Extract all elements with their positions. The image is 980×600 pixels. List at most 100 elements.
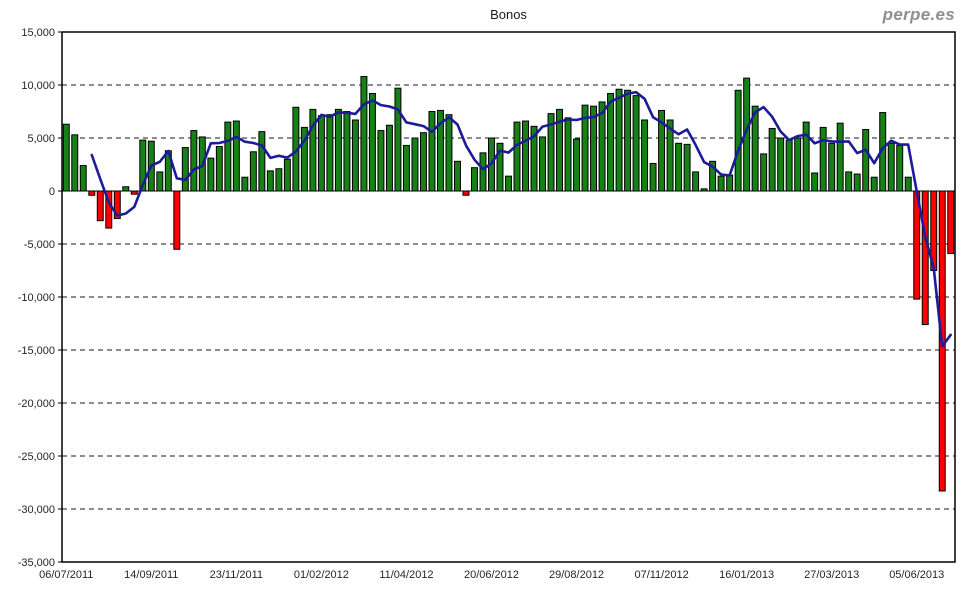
bar-positive [300,126,308,192]
bar-positive [368,92,376,192]
bar-positive [802,121,810,192]
bar-positive [224,121,232,192]
bar-positive [505,175,512,192]
bar-negative [130,190,138,195]
x-tick-label: 14/09/2011 [124,569,178,581]
y-tick-label: 15,000 [21,27,55,39]
bar-negative [947,190,955,255]
bar-positive [360,76,368,192]
bar-positive [590,105,598,192]
x-tick-label: 01/02/2012 [294,569,349,581]
bar-positive [522,120,529,192]
bar-positive [649,162,657,192]
bar-positive [436,109,444,192]
x-tick-label: 06/07/2011 [39,569,93,581]
bar-positive [343,111,351,192]
bar-negative [113,190,121,220]
bar-positive [547,113,555,192]
bar-positive [573,138,581,192]
bar-positive [904,176,912,192]
bar-positive [539,136,546,192]
bar-positive [777,137,785,192]
bar-positive [232,120,240,192]
bar-negative [462,190,470,196]
y-tick-label: 10,000 [21,80,55,92]
bar-positive [453,160,461,192]
y-tick-label: -20,000 [18,398,55,410]
y-tick-label: -10,000 [18,292,55,304]
bar-negative [96,190,104,222]
bar-positive [530,125,538,192]
bar-positive [598,101,606,192]
moving-average-line [90,90,953,348]
plot-border [61,31,956,563]
y-tick-label: -30,000 [18,504,55,516]
bar-positive [445,114,453,192]
bar-positive [181,147,189,192]
bar-positive [419,132,427,192]
bar-positive [79,165,87,192]
bar-positive [326,114,334,192]
bar-positive [496,142,504,192]
bar-positive [717,175,725,192]
bar-positive [819,126,827,192]
x-tick-label: 05/06/2013 [889,569,944,581]
bar-positive [726,174,734,192]
bar-positive [581,104,589,192]
bar-positive [700,188,708,192]
bar-positive [122,186,130,192]
y-tick-label: 5,000 [27,133,55,145]
bar-positive [249,151,257,192]
bar-positive [556,108,564,192]
bar-positive [658,109,666,192]
bar-positive [385,124,393,192]
bar-positive [853,173,861,192]
x-tick-label: 27/03/2013 [804,569,859,581]
bar-negative [921,190,929,326]
bar-positive [394,87,402,192]
y-tick-label: 0 [49,186,55,198]
bar-positive [692,171,700,192]
bar-positive [275,168,283,192]
bar-positive [615,88,623,192]
bar-positive [283,158,291,192]
bar-positive [156,171,164,192]
bar-positive [402,144,410,192]
x-tick-label: 23/11/2011 [210,569,263,581]
bar-positive [887,142,895,192]
bar-negative [173,190,181,250]
bar-positive [709,160,717,192]
bar-positive [751,105,759,192]
bar-positive [811,172,819,192]
bar-positive [317,115,325,192]
bar-positive [675,142,683,192]
bar-positive [836,122,844,192]
bar-positive [607,92,615,192]
bar-positive [241,176,249,192]
bar-positive [471,167,478,192]
bar-positive [139,139,147,192]
bar-positive [266,170,274,192]
bar-positive [62,123,70,192]
bar-positive [215,145,223,192]
bar-positive [564,117,572,192]
bar-positive [870,176,878,192]
bar-positive [632,95,640,192]
y-tick-label: -35,000 [18,557,55,569]
bar-positive [624,89,632,192]
site-logo-watermark: perpe.es [882,5,955,24]
y-tick-label: -15,000 [18,345,55,357]
bar-positive [351,119,359,192]
x-tick-label: 07/11/2012 [634,569,688,581]
bar-positive [666,119,674,192]
bar-negative [105,190,113,229]
bar-positive [862,129,870,192]
y-tick-label: -5,000 [24,239,55,251]
bar-positive [207,157,215,192]
bar-positive [411,137,419,192]
bar-positive [309,108,317,192]
x-tick-label: 16/01/2013 [719,569,774,581]
chart-title: Bonos [490,7,527,22]
